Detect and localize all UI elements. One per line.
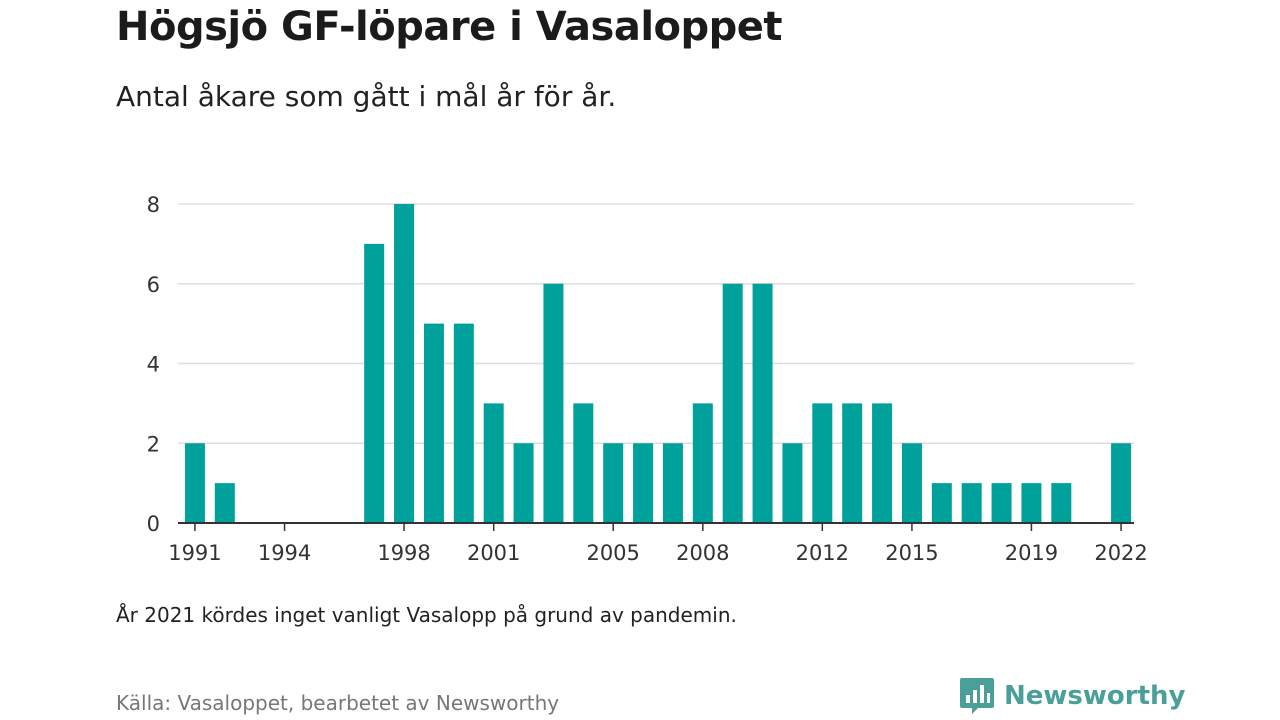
bar-2003 (543, 283, 564, 523)
bar-2019 (1021, 483, 1042, 523)
bar-2010 (752, 283, 773, 523)
y-tick-label: 0 (147, 512, 160, 536)
x-tick-label: 2008 (676, 541, 729, 565)
bar-2022 (1111, 443, 1132, 523)
bar-chart-speech-bubble-icon (960, 678, 994, 714)
bar-2007 (662, 443, 683, 523)
brand-name: Newsworthy (1004, 681, 1186, 711)
bar-2018 (991, 483, 1012, 523)
x-tick-label: 2012 (796, 541, 849, 565)
bar-2013 (842, 403, 863, 523)
y-tick-label: 4 (147, 353, 160, 377)
x-tick-label: 1991 (168, 541, 221, 565)
bar-2000 (453, 323, 474, 523)
bar-2002 (513, 443, 534, 523)
bar-1997 (364, 243, 385, 523)
bar-2006 (633, 443, 654, 523)
y-tick-label: 6 (147, 273, 160, 297)
bar-2017 (961, 483, 982, 523)
bar-1992 (214, 483, 235, 523)
bar-1999 (423, 323, 444, 523)
bar-2015 (901, 443, 922, 523)
y-tick-label: 2 (147, 432, 160, 456)
bar-2012 (812, 403, 833, 523)
source-text: Källa: Vasaloppet, bearbetet av Newswort… (116, 691, 560, 715)
bar-2014 (872, 403, 893, 523)
x-tick-label: 1994 (258, 541, 311, 565)
bar-2011 (782, 443, 803, 523)
chart-title: Högsjö GF-löpare i Vasaloppet (116, 4, 783, 50)
x-tick-label: 2022 (1094, 541, 1147, 565)
bar-1991 (184, 443, 205, 523)
bar-1998 (394, 204, 415, 523)
bar-2005 (603, 443, 624, 523)
x-tick-label: 1998 (377, 541, 430, 565)
x-tick-label: 2001 (467, 541, 520, 565)
bar-2020 (1051, 483, 1072, 523)
x-tick-label: 2005 (586, 541, 639, 565)
bar-2001 (483, 403, 504, 523)
bar-2004 (573, 403, 594, 523)
brand-logo[interactable]: Newsworthy (958, 676, 1185, 716)
bar-2016 (931, 483, 952, 523)
x-tick-label: 2015 (885, 541, 938, 565)
x-tick-label: 2019 (1005, 541, 1058, 565)
chart-subtitle: Antal åkare som gått i mål år för år. (116, 80, 617, 113)
y-tick-label: 8 (147, 193, 160, 217)
bar-2008 (692, 403, 713, 523)
chart-note: År 2021 kördes inget vanligt Vasalopp på… (116, 603, 737, 627)
bar-2009 (722, 283, 743, 523)
